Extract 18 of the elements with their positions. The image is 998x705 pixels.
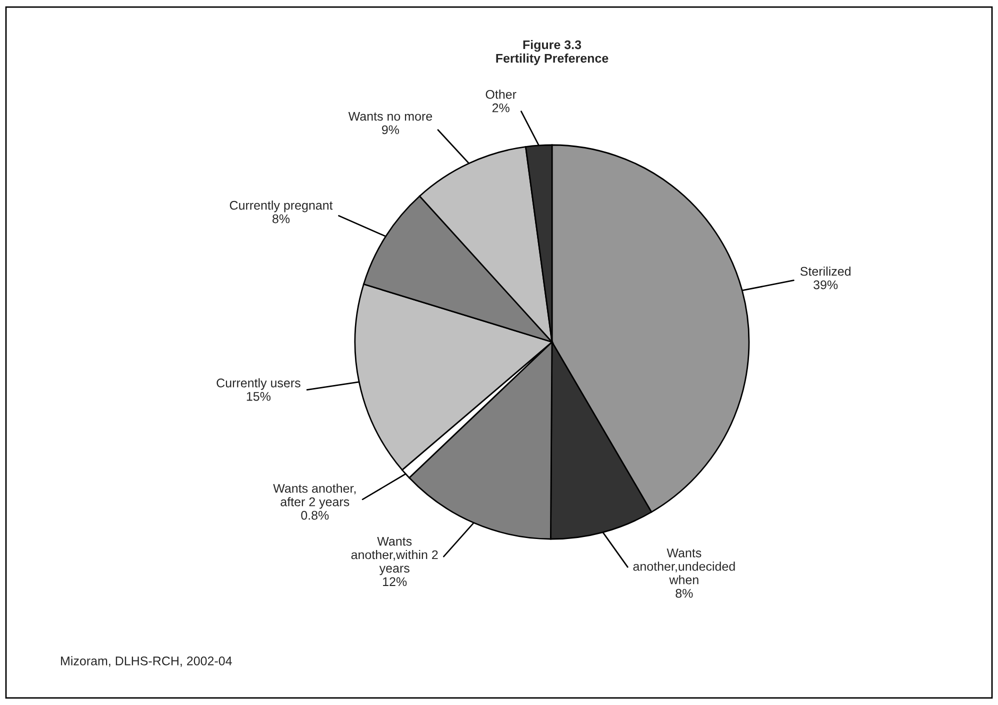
- slice-label: Sterilized: [800, 266, 850, 276]
- slice-label: Wants another,undecided when: [633, 548, 735, 584]
- data-label: 8%: [676, 588, 693, 598]
- chart-title: Figure 3.3 Fertility Preference: [496, 40, 608, 66]
- data-label: 39%: [814, 280, 838, 290]
- data-label: 0.8%: [301, 510, 329, 520]
- slice-label: Currently pregnant: [230, 200, 333, 212]
- slice-label: Wants another, after 2 years: [273, 484, 356, 509]
- slice-label: Currently users: [216, 378, 300, 390]
- data-label: 2%: [492, 103, 510, 112]
- data-label: 8%: [272, 214, 290, 224]
- slice-label: Wants another,within 2 years: [351, 536, 438, 576]
- text: Mizoram, DLHS-RCH, 2002-04: [61, 656, 232, 667]
- data-label: 9%: [382, 125, 400, 134]
- slice-label: Other: [486, 90, 516, 99]
- slice-label: Wants no more: [348, 112, 432, 121]
- data-label: 15%: [246, 392, 271, 401]
- data-label: 12%: [383, 577, 407, 586]
